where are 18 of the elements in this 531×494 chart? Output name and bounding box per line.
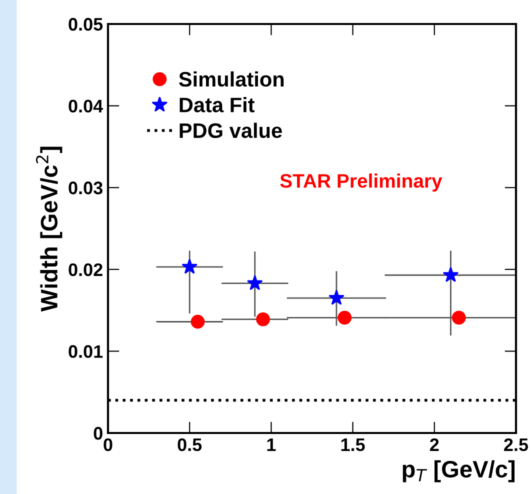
y-tick-label: 0.01 bbox=[68, 345, 103, 358]
y-tick-label: 0.05 bbox=[68, 18, 103, 31]
y-tick-label: 0.04 bbox=[68, 100, 104, 113]
x-tick-label: 0 bbox=[104, 438, 112, 452]
legend-label: PDG value bbox=[180, 122, 282, 138]
legend-label: Simulation bbox=[179, 71, 284, 87]
x-tick-label: 0.5 bbox=[178, 438, 202, 452]
y-tick-label: 0.03 bbox=[68, 182, 102, 194]
x-tick-label: 1 bbox=[267, 438, 276, 451]
annotation: STAR Preliminary bbox=[280, 174, 442, 192]
x-axis-title: p$_{T}$ [GeV/c] bbox=[402, 460, 515, 482]
y-tick-label: 0.02 bbox=[68, 263, 102, 276]
x-tick-label: 1.5 bbox=[341, 438, 365, 452]
x-tick-label: 2 bbox=[430, 438, 439, 451]
x-tick-label: 2.5 bbox=[504, 438, 528, 452]
y-axis-title: Width [GeV/c$^{2}$] bbox=[36, 146, 62, 312]
legend-label: Data Fit bbox=[180, 97, 255, 112]
y-tick-label: 0 bbox=[94, 426, 102, 440]
